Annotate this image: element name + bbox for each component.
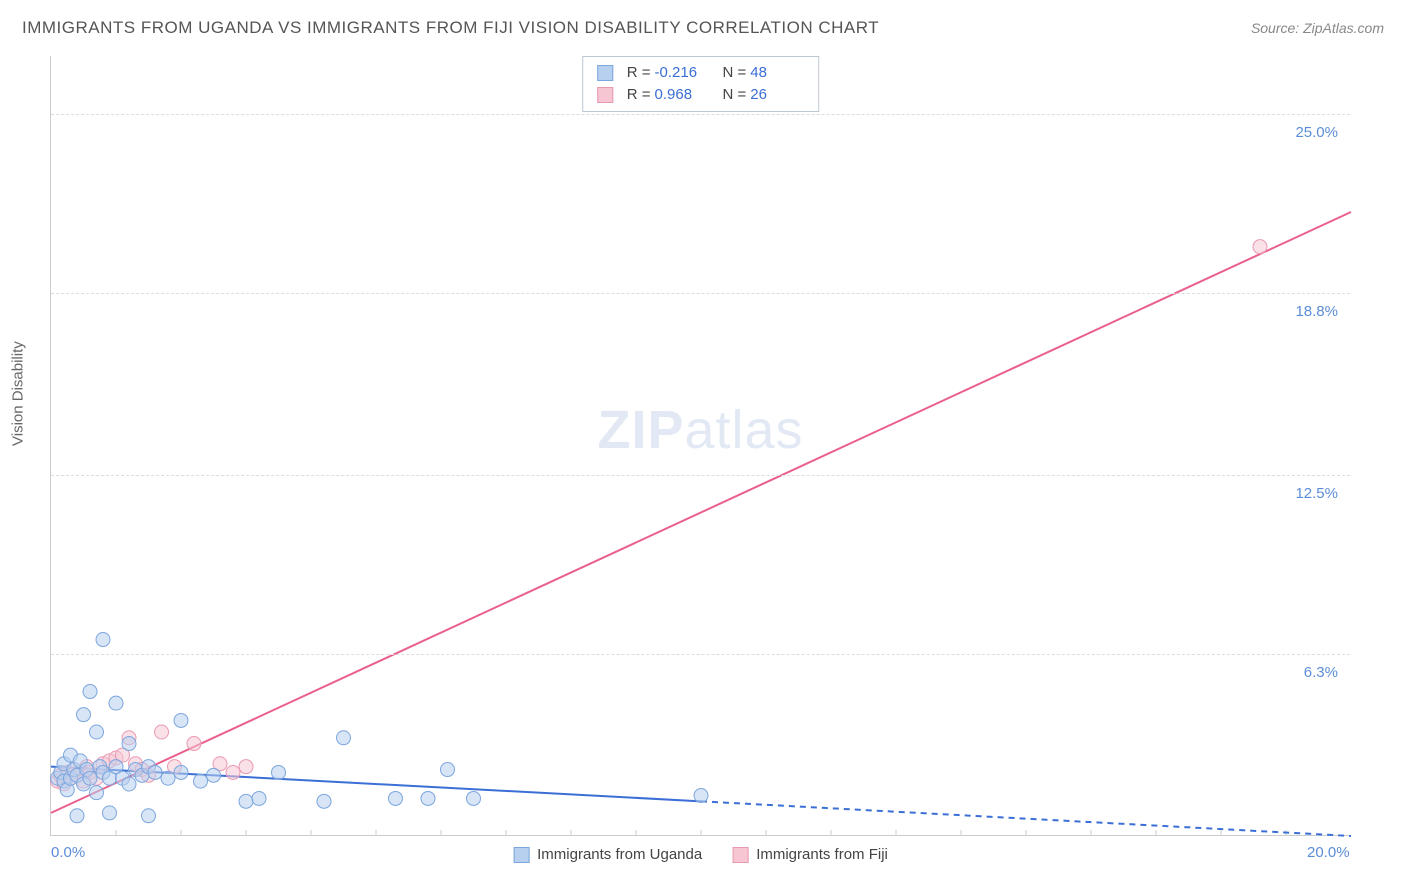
plot-area: ZIPatlas R =-0.216 N =48 R =0.968 N =26 … (50, 56, 1350, 836)
y-tick-label: 25.0% (1295, 124, 1338, 141)
swatch-fiji-icon (732, 847, 748, 863)
grid-line-h (51, 114, 1350, 115)
x-tick-label: 0.0% (51, 844, 85, 861)
legend-label-fiji: Immigrants from Fiji (756, 846, 888, 863)
swatch-uganda-icon (513, 847, 529, 863)
plot-svg (51, 56, 1350, 835)
grid-line-h (51, 654, 1350, 655)
legend-item-uganda: Immigrants from Uganda (513, 846, 702, 863)
y-tick-label: 12.5% (1295, 485, 1338, 502)
y-axis-label: Vision Disability (10, 341, 27, 446)
legend-label-uganda: Immigrants from Uganda (537, 846, 702, 863)
y-tick-label: 6.3% (1304, 664, 1338, 681)
y-tick-label: 18.8% (1295, 303, 1338, 320)
source-label: Source: ZipAtlas.com (1251, 20, 1384, 36)
legend-bottom: Immigrants from Uganda Immigrants from F… (513, 846, 888, 863)
grid-line-h (51, 293, 1350, 294)
grid-line-h (51, 475, 1350, 476)
x-tick-label: 20.0% (1307, 844, 1350, 861)
legend-item-fiji: Immigrants from Fiji (732, 846, 888, 863)
chart-title: IMMIGRANTS FROM UGANDA VS IMMIGRANTS FRO… (22, 18, 879, 38)
chart-container: IMMIGRANTS FROM UGANDA VS IMMIGRANTS FRO… (0, 0, 1406, 892)
